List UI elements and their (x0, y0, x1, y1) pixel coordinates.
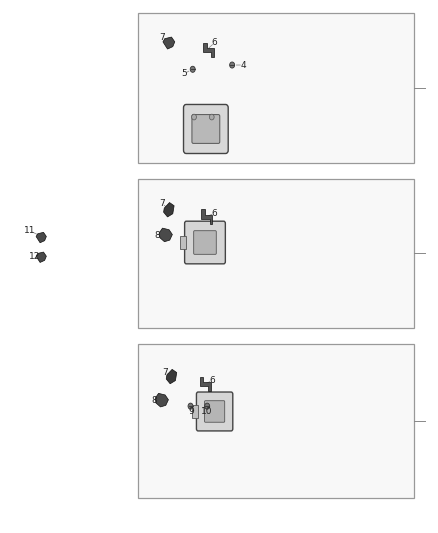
Bar (192, 405, 198, 418)
Bar (138, 13, 414, 163)
Polygon shape (202, 43, 214, 57)
Polygon shape (36, 232, 46, 243)
Bar (138, 179, 414, 328)
Polygon shape (155, 393, 168, 407)
FancyBboxPatch shape (205, 401, 225, 422)
Polygon shape (166, 369, 177, 384)
Text: 6: 6 (212, 38, 218, 47)
Text: 12: 12 (28, 253, 40, 261)
Text: 10: 10 (201, 407, 213, 416)
FancyBboxPatch shape (194, 231, 216, 254)
Polygon shape (159, 228, 173, 241)
Text: 8: 8 (154, 231, 160, 240)
FancyBboxPatch shape (196, 392, 233, 431)
Circle shape (188, 403, 193, 409)
Circle shape (192, 114, 196, 120)
Circle shape (205, 403, 210, 409)
Text: 7: 7 (162, 368, 169, 376)
Polygon shape (200, 377, 211, 391)
Polygon shape (201, 209, 212, 224)
Polygon shape (163, 203, 174, 217)
Text: 7: 7 (159, 33, 165, 42)
Text: 7: 7 (159, 199, 165, 208)
FancyBboxPatch shape (184, 104, 228, 154)
Text: 9: 9 (188, 407, 194, 416)
Text: 8: 8 (151, 397, 157, 405)
Circle shape (190, 66, 195, 72)
FancyBboxPatch shape (185, 221, 226, 264)
Polygon shape (163, 37, 175, 49)
Circle shape (209, 114, 214, 120)
Text: 4: 4 (240, 61, 246, 69)
Bar (138, 344, 414, 498)
Text: 6: 6 (209, 376, 215, 385)
Circle shape (230, 62, 235, 68)
Text: 6: 6 (212, 209, 218, 217)
Polygon shape (36, 252, 46, 262)
Text: 5: 5 (181, 69, 187, 78)
Text: 11: 11 (24, 227, 35, 235)
Bar (180, 236, 187, 249)
FancyBboxPatch shape (192, 115, 220, 143)
